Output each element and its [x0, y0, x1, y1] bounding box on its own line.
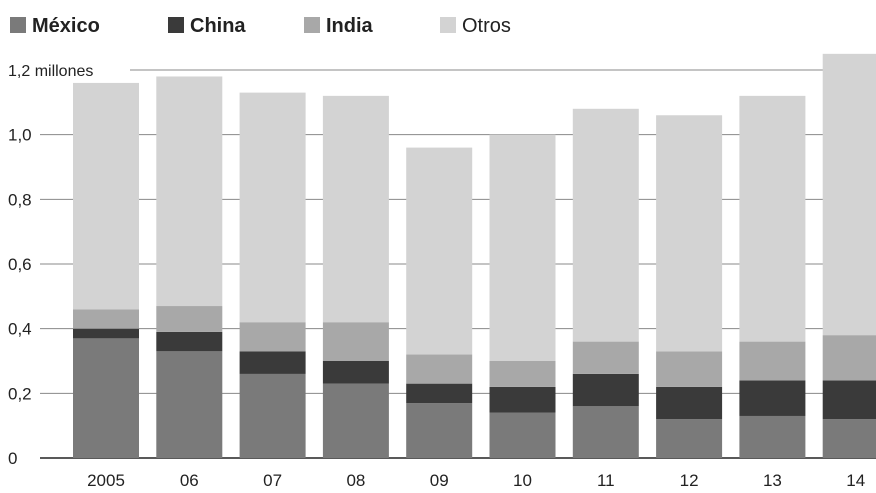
- legend-swatch-china: [168, 17, 184, 33]
- legend-swatch-otros: [440, 17, 456, 33]
- bar-segment-mexico-10: [489, 412, 556, 458]
- bar-segment-otros-12: [656, 115, 723, 352]
- bar-segment-china-07: [239, 351, 306, 374]
- x-tick-label: 09: [430, 471, 449, 490]
- bar-segment-otros-13: [739, 95, 806, 342]
- y-tick-label: 0,8: [8, 190, 32, 209]
- x-tick-label: 08: [346, 471, 365, 490]
- bar-segment-india-06: [156, 306, 223, 332]
- x-tick-label: 13: [763, 471, 782, 490]
- bar-segment-china-08: [322, 361, 389, 384]
- legend-label-india: India: [326, 15, 374, 37]
- bar-segment-india-11: [572, 341, 639, 374]
- bar-segment-mexico-2005: [73, 338, 139, 458]
- x-tick-label: 07: [263, 471, 282, 490]
- y-tick-label: 0: [8, 449, 17, 468]
- chart-legend: México China India Otros: [10, 15, 511, 37]
- x-tick-label: 10: [513, 471, 532, 490]
- bar-segment-india-10: [489, 361, 556, 387]
- bar-segment-otros-08: [322, 95, 389, 323]
- bars-group: [73, 53, 876, 458]
- bar-segment-mexico-07: [239, 373, 306, 458]
- bar-segment-otros-06: [156, 76, 223, 307]
- bar-segment-india-14: [822, 335, 876, 381]
- bar-segment-china-12: [656, 386, 723, 420]
- x-tick-label: 14: [846, 471, 865, 490]
- y-tick-label: 1,0: [8, 126, 32, 145]
- bar-segment-china-10: [489, 386, 556, 413]
- y-tick-label: 1,2 millones: [8, 63, 93, 80]
- bar-segment-india-08: [322, 322, 389, 361]
- bar-segment-mexico-11: [572, 406, 639, 458]
- bar-segment-otros-14: [822, 53, 876, 336]
- legend-swatch-mexico: [10, 17, 26, 33]
- y-tick-label: 0,6: [8, 255, 32, 274]
- legend-label-mexico: México: [32, 15, 100, 37]
- y-tick-label: 0,4: [8, 320, 32, 339]
- bar-segment-otros-2005: [73, 82, 139, 310]
- bar-segment-mexico-14: [822, 419, 876, 458]
- bar-segment-otros-07: [239, 92, 306, 323]
- legend-label-china: China: [190, 15, 246, 37]
- bar-segment-china-14: [822, 380, 876, 420]
- bar-segment-china-11: [572, 373, 639, 407]
- y-tick-label: 0,2: [8, 384, 32, 403]
- x-tick-label: 12: [680, 471, 699, 490]
- bar-segment-india-07: [239, 322, 306, 352]
- bar-segment-india-12: [656, 351, 723, 387]
- bar-segment-otros-09: [406, 147, 473, 355]
- bar-segment-china-13: [739, 380, 806, 416]
- bar-segment-india-13: [739, 341, 806, 381]
- bar-segment-otros-10: [489, 134, 556, 361]
- x-tick-label: 06: [180, 471, 199, 490]
- bar-segment-china-09: [406, 383, 473, 404]
- axes: 0 0,2 0,4 0,6 0,8 1,0 1,2 millones 2005 06 07 08 09…: [8, 63, 865, 490]
- bar-segment-china-06: [156, 331, 223, 352]
- bar-segment-mexico-08: [322, 383, 389, 458]
- x-tick-label: 2005: [87, 471, 125, 490]
- bar-segment-india-2005: [73, 309, 139, 329]
- legend-swatch-india: [304, 17, 320, 33]
- bar-segment-otros-11: [572, 108, 639, 342]
- bar-segment-india-09: [406, 354, 473, 384]
- bar-segment-mexico-12: [656, 419, 723, 458]
- bar-segment-mexico-09: [406, 403, 473, 458]
- bar-segment-mexico-13: [739, 415, 806, 458]
- bar-segment-china-2005: [73, 328, 139, 339]
- bar-segment-mexico-06: [156, 351, 223, 458]
- x-tick-label: 11: [597, 471, 615, 490]
- legend-label-otros: Otros: [462, 15, 511, 37]
